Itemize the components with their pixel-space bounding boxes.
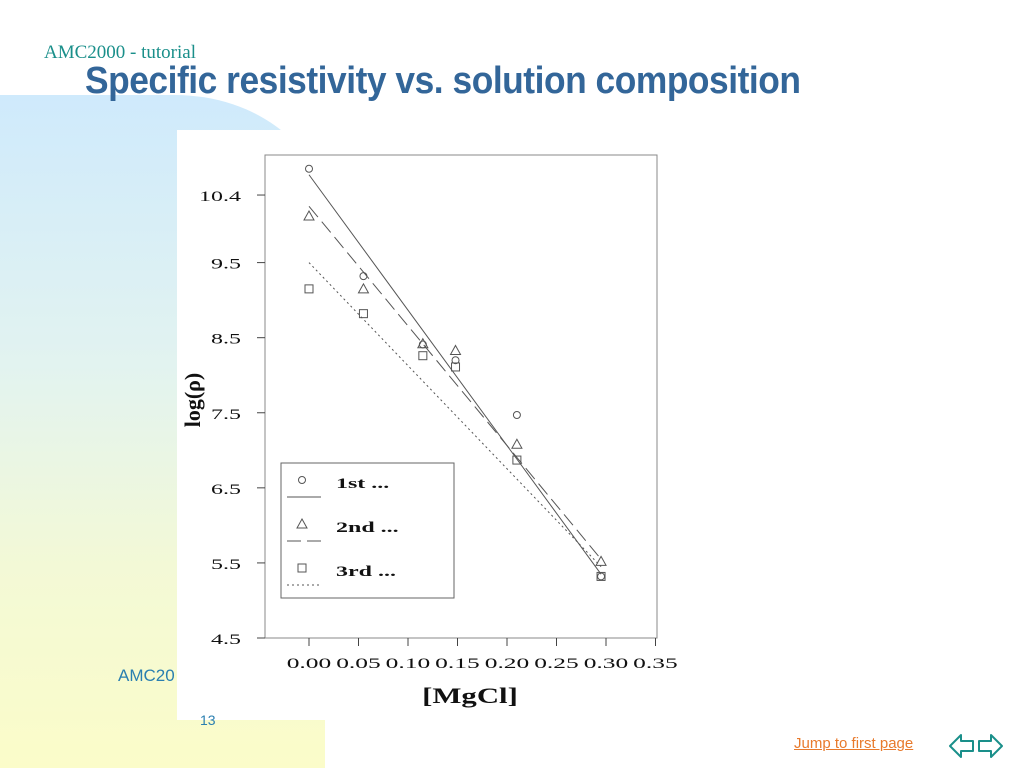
data-point-square (358, 309, 368, 319)
x-tick-label: 0.20 (485, 654, 530, 671)
page-title: Specific resistivity vs. solution compos… (85, 60, 801, 102)
data-point-triangle (511, 438, 523, 449)
tutorial-label: AMC2000 - tutorial (44, 42, 196, 63)
data-point-square (451, 362, 461, 372)
page-number: 13 (200, 712, 216, 728)
legend-label: 2nd ... (336, 519, 399, 535)
data-point-triangle (595, 555, 607, 566)
data-point-square (418, 351, 428, 361)
y-tick-label: 9.5 (211, 256, 241, 272)
chart-legend (280, 462, 455, 599)
y-tick-label: 7.5 (211, 406, 241, 422)
y-tick-label: 4.5 (211, 631, 241, 647)
data-point-triangle (449, 344, 462, 355)
data-point-circle (512, 411, 521, 420)
x-tick-label: 0.10 (386, 654, 431, 671)
footer-label: AMC20 (118, 666, 175, 685)
y-axis-label: log(ρ) (180, 373, 205, 428)
legend-marker (298, 476, 306, 484)
chart-panel (177, 130, 737, 720)
legend-marker (296, 517, 308, 529)
fit-line (308, 262, 602, 568)
data-point-triangle (357, 282, 370, 294)
data-point-circle (359, 272, 368, 281)
data-point-circle (418, 340, 427, 349)
y-tick-label: 6.5 (211, 481, 241, 497)
arrow-left-icon[interactable] (949, 734, 974, 758)
data-point-triangle (417, 337, 429, 349)
fit-line (308, 174, 602, 575)
data-point-circle (305, 164, 313, 173)
navigation-arrows (949, 734, 1003, 758)
x-tick-label: 0.30 (584, 654, 629, 671)
x-tick-label: 0.25 (534, 654, 579, 671)
x-tick-label: 0.00 (287, 654, 332, 671)
data-point-circle (451, 356, 460, 365)
plot-frame (264, 154, 658, 639)
jump-to-first-page-link[interactable]: Jump to first page (794, 735, 914, 752)
legend-label: 3rd ... (336, 563, 396, 579)
x-axis-label: [MgCl] (422, 683, 518, 708)
data-point-square (596, 571, 606, 581)
x-tick-label: 0.35 (633, 654, 678, 671)
legend-label: 1st ... (336, 475, 389, 491)
data-point-square (304, 284, 314, 294)
x-tick-label: 0.15 (435, 654, 480, 671)
data-point-triangle (303, 210, 315, 221)
data-point-square (512, 455, 522, 465)
arrow-right-icon[interactable] (978, 734, 1003, 758)
fit-line (308, 205, 602, 560)
legend-marker (297, 563, 307, 573)
x-tick-label: 0.05 (336, 654, 381, 671)
y-tick-label: 8.5 (211, 331, 241, 347)
y-tick-label: 10.4 (199, 188, 241, 204)
y-tick-label: 5.5 (211, 556, 241, 572)
